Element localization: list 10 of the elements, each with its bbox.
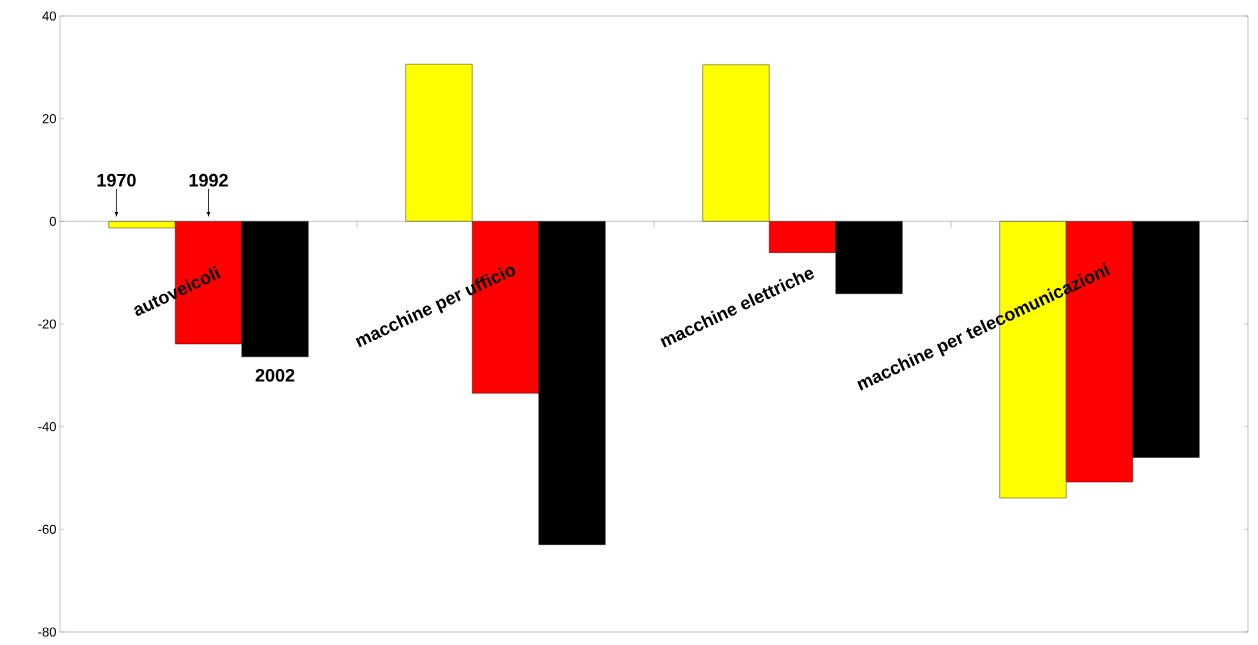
y-tick-label: 20 (42, 114, 56, 124)
y-tick-label: -80 (38, 627, 56, 637)
series-label: 1970 (97, 173, 136, 187)
series-label: 2002 (255, 368, 295, 382)
y-tick-label: 40 (42, 11, 56, 21)
series-label: 1992 (189, 173, 228, 187)
y-tick-label: -40 (38, 422, 56, 432)
y-tick-label: -60 (38, 524, 56, 534)
y-tick-label: 0 (49, 216, 56, 226)
y-tick-label: -20 (38, 319, 56, 329)
